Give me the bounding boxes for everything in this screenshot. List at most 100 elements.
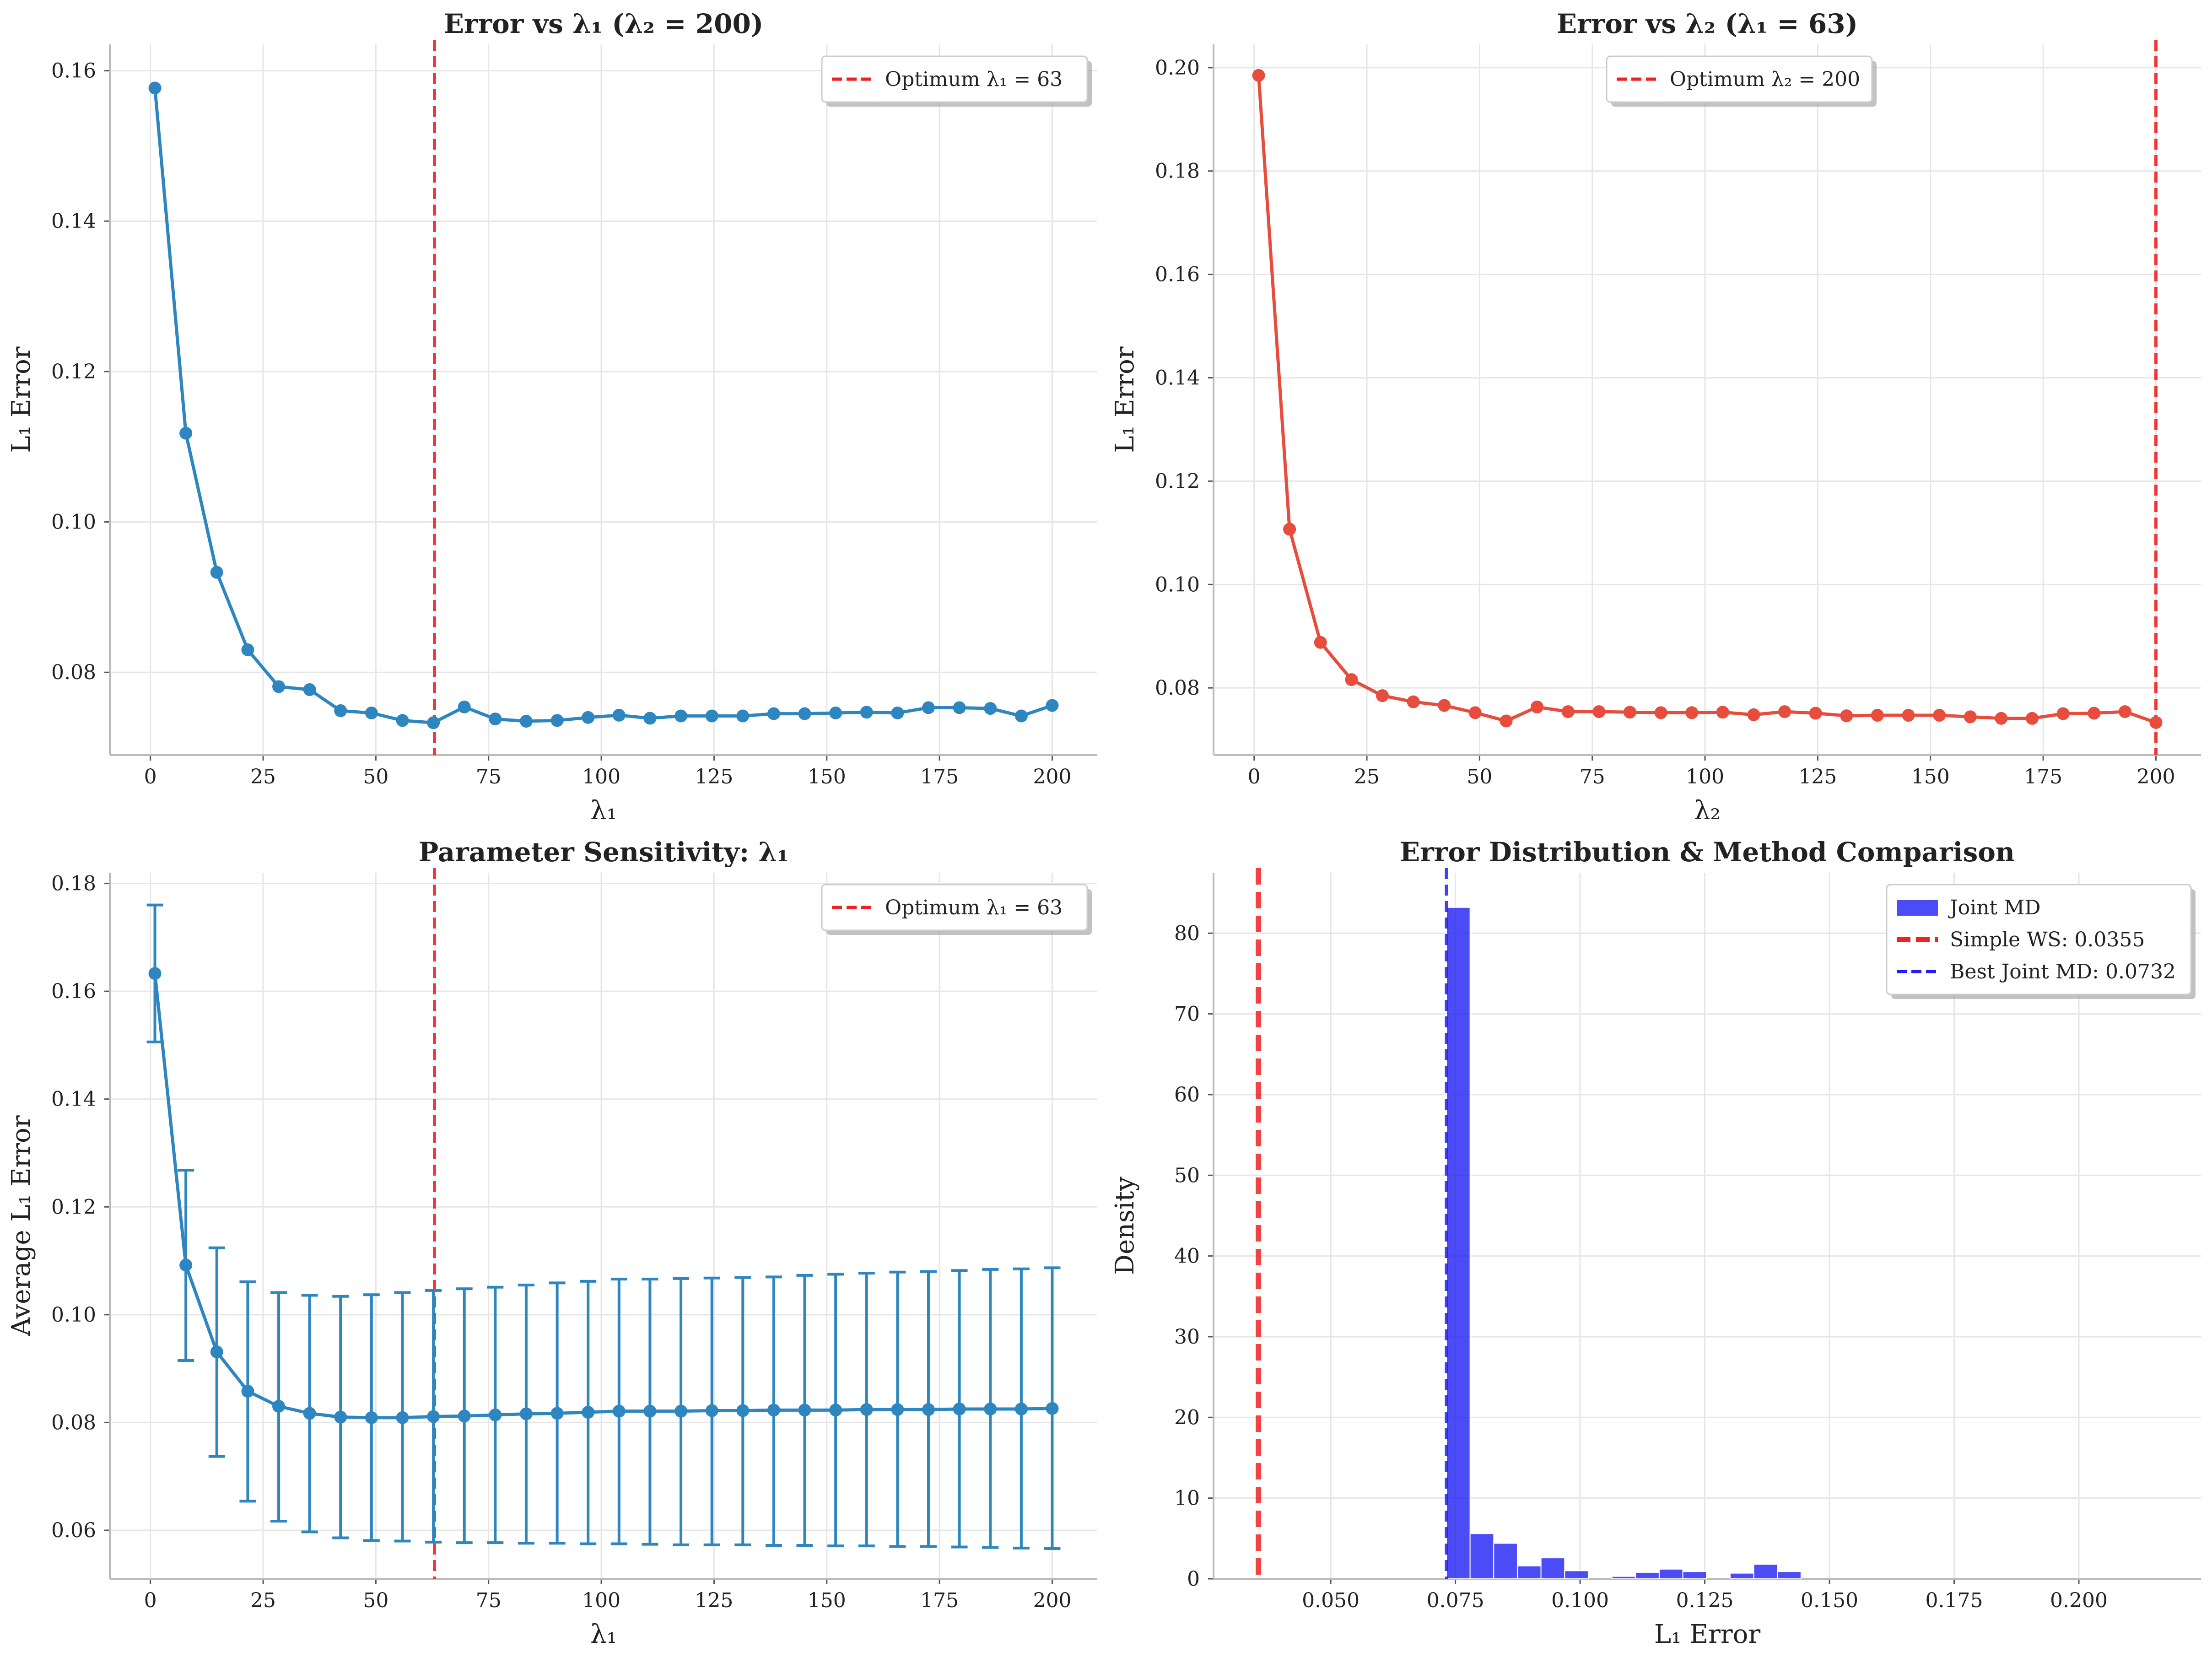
x-tick-label: 100 (1686, 765, 1724, 788)
chart-title: Error vs λ₁ (λ₂ = 200) (444, 8, 764, 39)
y-axis-label: L₁ Error (1110, 346, 1140, 453)
panel-error-distribution: 0.050 0.075 0.100 0.125 0.150 0.175 0.200 0 10 20… (1110, 837, 2201, 1649)
data-point (148, 81, 162, 95)
y-tick-label: 0.20 (1155, 56, 1200, 80)
x-axis-label: λ₂ (1694, 796, 1721, 826)
panel-error-vs-lambda2: 0 25 50 75 100 125 150 175 200 0.08 0.10 0.12 0.14 0.… (1110, 8, 2201, 826)
data-point (2025, 712, 2039, 725)
y-tick-label: 10 (1174, 1487, 1200, 1510)
x-tick-label: 100 (582, 765, 620, 788)
data-point (179, 1258, 193, 1272)
y-tick-label: 0.12 (51, 1195, 96, 1219)
data-point (582, 711, 595, 724)
data-point (1438, 699, 1451, 712)
data-point (2118, 705, 2131, 718)
x-axis-label: L₁ Error (1654, 1620, 1761, 1649)
histogram-bar (1564, 1570, 1589, 1580)
data-point (550, 714, 564, 727)
data-point (953, 1402, 966, 1415)
legend-label: Joint MD (1948, 896, 2041, 919)
data-point (953, 701, 966, 714)
data-point (1314, 636, 1327, 649)
y-tick-label: 0.14 (51, 1088, 96, 1111)
histogram-bar (1729, 1572, 1754, 1580)
data-point (210, 1345, 223, 1359)
data-point (2088, 707, 2101, 720)
data-point (396, 1411, 409, 1424)
histogram-bar (1682, 1571, 1707, 1580)
x-tick-label: 100 (582, 1589, 620, 1612)
x-tick-label: 150 (808, 765, 846, 788)
y-tick-label: 80 (1174, 922, 1200, 945)
data-point (705, 709, 718, 723)
data-point (303, 683, 316, 697)
x-tick-label: 200 (2136, 765, 2175, 788)
data-point (674, 709, 688, 723)
y-tick-label: 0.14 (51, 210, 96, 233)
x-tick-label: 25 (1354, 765, 1380, 788)
y-tick-label: 20 (1174, 1406, 1200, 1429)
data-point (1531, 700, 1544, 713)
x-tick-label: 50 (363, 1589, 388, 1612)
data-point (891, 706, 904, 719)
data-point (829, 706, 842, 719)
data-point (334, 704, 347, 718)
x-tick-label: 75 (476, 765, 502, 788)
data-point (1623, 706, 1636, 719)
data-point (241, 1385, 254, 1398)
data-point (984, 1402, 997, 1415)
y-tick-label: 0.06 (51, 1519, 96, 1542)
data-point (489, 713, 502, 726)
data-point (365, 706, 378, 719)
data-point (1376, 689, 1389, 702)
data-point (705, 1404, 718, 1417)
y-tick-label: 0.08 (51, 661, 96, 684)
data-point (458, 1409, 471, 1423)
x-tick-label: 0.150 (1801, 1589, 1858, 1612)
y-tick-label: 0.16 (51, 980, 96, 1003)
x-tick-label: 50 (363, 765, 388, 788)
histogram-bar (1446, 907, 1471, 1579)
chart-title: Parameter Sensitivity: λ₁ (419, 837, 789, 868)
data-point (1014, 1402, 1028, 1415)
x-tick-label: 0.175 (1926, 1589, 1983, 1612)
data-point (612, 1404, 626, 1418)
data-point (1964, 710, 1977, 724)
x-tick-label: 0 (144, 1589, 157, 1612)
y-tick-label: 0.14 (1155, 366, 1200, 389)
data-point (1252, 69, 1265, 82)
data-point (612, 708, 626, 722)
x-axis-label: λ₁ (590, 796, 617, 826)
x-tick-label: 50 (1467, 765, 1492, 788)
x-tick-label: 200 (1033, 1589, 1071, 1612)
x-tick-label: 0.125 (1676, 1589, 1734, 1612)
y-tick-label: 0.08 (1155, 676, 1200, 700)
x-tick-label: 0 (144, 765, 157, 788)
data-point (736, 709, 750, 723)
data-point (519, 1407, 533, 1420)
data-point (1561, 705, 1575, 718)
y-tick-label: 0.18 (1155, 160, 1200, 183)
data-point (1345, 673, 1358, 686)
data-point (241, 643, 254, 656)
data-point (829, 1404, 842, 1417)
data-point (922, 1403, 935, 1416)
data-point (1871, 709, 1884, 722)
series-line (1257, 75, 2157, 724)
histogram-bar (1611, 1576, 1636, 1580)
data-point (1840, 709, 1853, 723)
x-tick-label: 125 (1798, 765, 1837, 788)
legend-label: Optimum λ₁ = 63 (885, 896, 1063, 919)
data-point (1283, 523, 1296, 536)
histogram-bar (1753, 1564, 1778, 1580)
data-point (550, 1407, 564, 1420)
chart-title: Error Distribution & Method Comparison (1400, 837, 2015, 868)
x-tick-label: 150 (808, 1589, 846, 1612)
histogram-bar (1493, 1543, 1518, 1580)
x-tick-label: 150 (1911, 765, 1950, 788)
y-tick-label: 0.10 (51, 1303, 96, 1327)
data-point (1654, 706, 1667, 719)
y-tick-label: 0.12 (51, 360, 96, 383)
x-tick-label: 175 (2024, 765, 2062, 788)
